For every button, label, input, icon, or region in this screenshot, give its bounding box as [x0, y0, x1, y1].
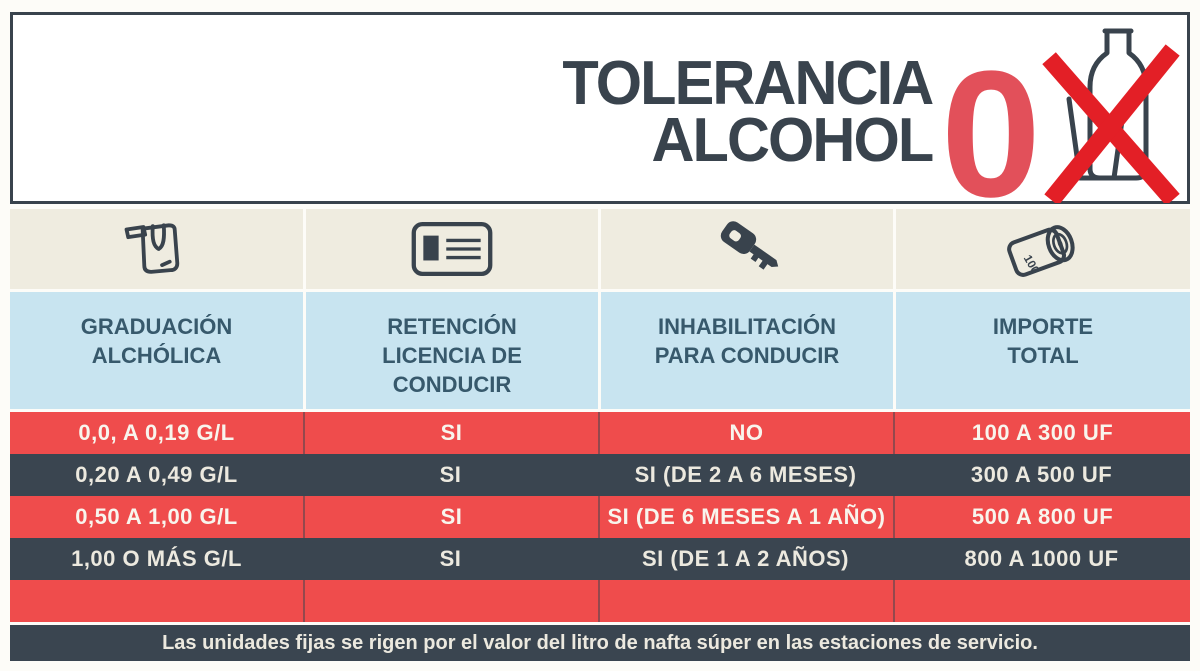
- icon-cell-licencia: [303, 209, 598, 289]
- zero-numeral: 0: [940, 34, 1041, 235]
- cell-inhabilitacion: SI (DE 2 A 6 MESES): [634, 462, 857, 487]
- cell-importe: 800 A 1000 UF: [964, 546, 1119, 571]
- cell-inhabilitacion: SI (DE 6 MESES A 1 AÑO): [598, 496, 893, 538]
- cell-graduacion: 0,20 A 0,49 G/L: [75, 462, 238, 487]
- cell-graduacion: 1,00 O MÁS G/L: [71, 546, 242, 571]
- table-row-empty: [10, 580, 1190, 622]
- icon-header-row: 100: [10, 209, 1190, 289]
- drivers-license-icon: [411, 222, 493, 276]
- money-roll-icon: 100: [1007, 225, 1075, 277]
- svg-text:100: 100: [1021, 253, 1042, 276]
- table-row: 0,50 A 1,00 G/L SI SI (DE 6 MESES A 1 AÑ…: [10, 496, 1190, 538]
- cell-retencion: SI: [439, 462, 462, 487]
- cell-inhabilitacion: NO: [598, 412, 893, 454]
- icon-cell-importe: 100: [893, 209, 1190, 289]
- cell-graduacion: 0,50 A 1,00 G/L: [75, 504, 238, 529]
- table-row: 0,20 A 0,49 G/L SI SI (DE 2 A 6 MESES) 3…: [10, 454, 1190, 496]
- cell-inhabilitacion: SI (DE 1 A 2 AÑOS): [641, 546, 850, 571]
- icon-cell-inhabilitacion: [598, 209, 893, 289]
- table-row: 1,00 O MÁS G/L SI SI (DE 1 A 2 AÑOS) 800…: [10, 538, 1190, 580]
- cell-graduacion: 0,0, A 0,19 G/L: [78, 420, 235, 445]
- title-line-tolerancia: TOLERANCIA: [562, 49, 934, 118]
- title-line-alcohol: ALCOHOL: [651, 106, 934, 175]
- cell-retencion: SI: [303, 412, 598, 454]
- key-icon: [720, 221, 779, 270]
- table-row: 0,0, A 0,19 G/L SI NO 100 A 300 UF: [10, 412, 1190, 454]
- cell-retencion: SI: [439, 546, 462, 571]
- cell-retencion: [303, 580, 598, 622]
- footer-note-bar: Las unidades fijas se rigen por el valor…: [10, 625, 1190, 661]
- column-header-retencion: RETENCIÓN LICENCIA DE CONDUCIR: [303, 292, 598, 409]
- cell-retencion: SI: [303, 496, 598, 538]
- cell-importe: 500 A 800 UF: [893, 496, 1190, 538]
- bottle-glass-crossed-icon: [1042, 28, 1180, 203]
- breathalyzer-icon: [124, 223, 179, 274]
- cell-importe: 100 A 300 UF: [893, 412, 1190, 454]
- table-body: 0,0, A 0,19 G/L SI NO 100 A 300 UF 0,20 …: [10, 412, 1190, 622]
- cell-importe: 300 A 500 UF: [970, 462, 1113, 487]
- column-header-row: GRADUACIÓN ALCHÓLICA RETENCIÓN LICENCIA …: [10, 292, 1190, 409]
- column-header-importe: IMPORTE TOTAL: [893, 292, 1190, 409]
- footer-note: Las unidades fijas se rigen por el valor…: [162, 631, 1038, 654]
- cell-importe: [893, 580, 1190, 622]
- column-header-inhabilitacion: INHABILITACIÓN PARA CONDUCIR: [598, 292, 893, 409]
- cell-inhabilitacion: [598, 580, 893, 622]
- title-banner: TOLERANCIA ALCOHOL 0: [10, 12, 1190, 225]
- page-title: TOLERANCIA ALCOHOL: [562, 49, 934, 175]
- icon-cell-graduacion: [10, 209, 303, 289]
- cell-graduacion: [10, 580, 303, 622]
- column-header-graduacion: GRADUACIÓN ALCHÓLICA: [10, 292, 303, 409]
